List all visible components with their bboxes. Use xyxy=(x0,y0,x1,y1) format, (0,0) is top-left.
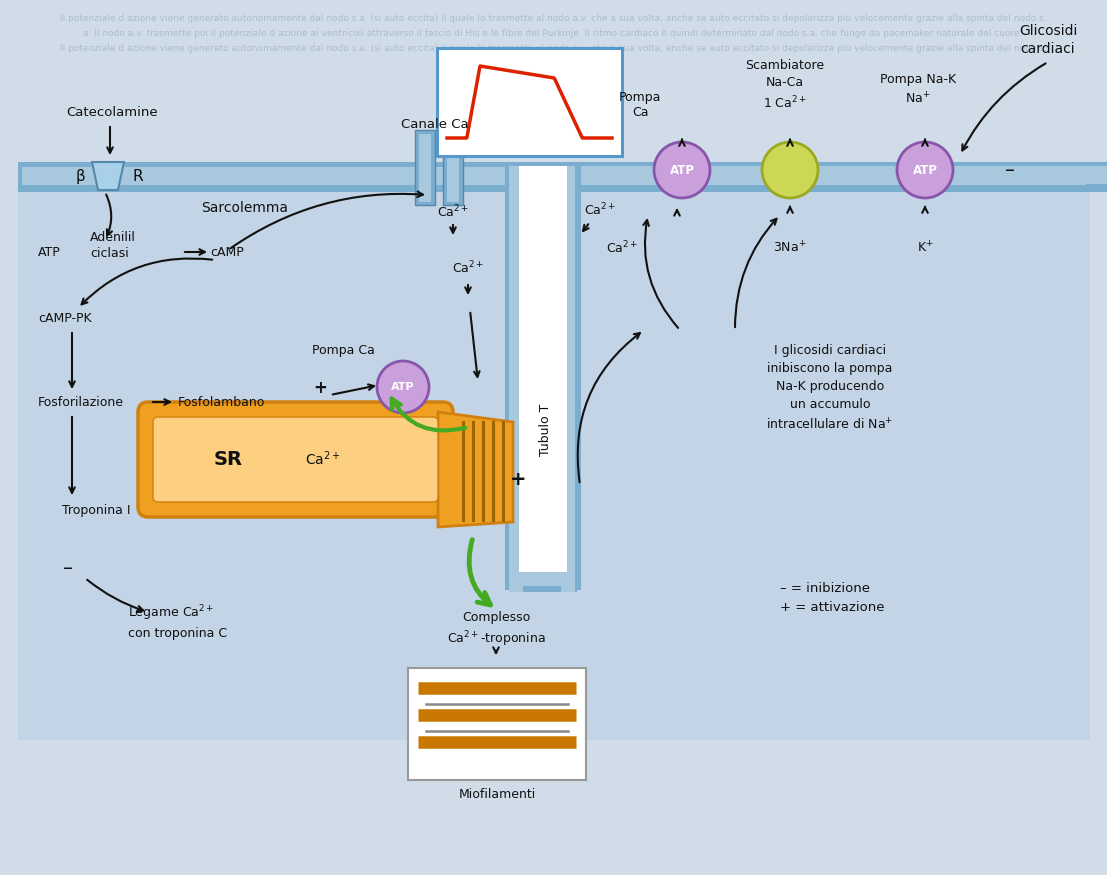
Bar xyxy=(22,167,1086,185)
FancyBboxPatch shape xyxy=(138,402,453,517)
Text: Il potenziale d azione viene generato autonomamente dal nodo s.a. (si auto eccit: Il potenziale d azione viene generato au… xyxy=(60,44,1046,52)
Bar xyxy=(509,166,523,592)
Text: Scambiatore
Na-Ca
1 Ca$^{2+}$: Scambiatore Na-Ca 1 Ca$^{2+}$ xyxy=(745,59,825,111)
Text: cAMP-PK: cAMP-PK xyxy=(38,312,92,325)
Bar xyxy=(447,134,459,202)
Bar xyxy=(18,162,1090,740)
Text: Ca$^{2+}$: Ca$^{2+}$ xyxy=(437,204,469,220)
Text: β: β xyxy=(75,169,85,184)
Bar xyxy=(18,162,1090,192)
Polygon shape xyxy=(92,162,124,190)
Text: Pompa
Ca: Pompa Ca xyxy=(619,91,661,119)
Text: Pompa Na-K
Na$^{+}$: Pompa Na-K Na$^{+}$ xyxy=(880,74,956,107)
Text: SR: SR xyxy=(214,450,242,468)
Bar xyxy=(561,166,575,592)
Bar xyxy=(408,668,586,780)
Text: Pompa Ca: Pompa Ca xyxy=(311,344,374,356)
Circle shape xyxy=(654,142,710,198)
Text: Tubulo T: Tubulo T xyxy=(538,404,551,456)
Text: Catecolamine: Catecolamine xyxy=(66,106,158,118)
Text: Il potenziale d azione viene generato autonomamente dal nodo s.a. (si auto eccit: Il potenziale d azione viene generato au… xyxy=(60,13,1046,23)
Text: +: + xyxy=(313,379,327,397)
Bar xyxy=(420,134,431,202)
Text: Miofilamenti: Miofilamenti xyxy=(458,788,536,801)
Text: 3Na$^{+}$: 3Na$^{+}$ xyxy=(774,241,807,256)
Bar xyxy=(415,130,435,205)
Bar xyxy=(581,166,1107,184)
Text: Ca$^{2+}$: Ca$^{2+}$ xyxy=(606,240,638,256)
Text: a. Il nodo a.v. trasmette poi il potenziale d azione ai ventricoli attraverso il: a. Il nodo a.v. trasmette poi il potenzi… xyxy=(83,28,1023,38)
Text: Ca$^{2+}$: Ca$^{2+}$ xyxy=(583,202,617,218)
Bar xyxy=(443,130,463,205)
Text: Glicosidi
cardiaci: Glicosidi cardiaci xyxy=(1018,24,1077,56)
Text: – = inibizione
+ = attivazione: – = inibizione + = attivazione xyxy=(780,582,884,614)
Text: Canale Ca: Canale Ca xyxy=(401,117,468,130)
Text: Legame Ca$^{2+}$
con troponina C: Legame Ca$^{2+}$ con troponina C xyxy=(128,604,227,640)
Circle shape xyxy=(762,142,818,198)
Text: Sarcolemma: Sarcolemma xyxy=(201,201,289,215)
FancyBboxPatch shape xyxy=(153,417,438,502)
Bar xyxy=(513,568,573,586)
Text: ATP: ATP xyxy=(912,164,938,177)
Text: Ca$^{2+}$: Ca$^{2+}$ xyxy=(452,260,484,276)
Circle shape xyxy=(377,361,430,413)
Bar xyxy=(581,162,1107,192)
Text: Fosforilazione: Fosforilazione xyxy=(38,396,124,409)
Text: Adenilil
ciclasi: Adenilil ciclasi xyxy=(90,230,136,260)
Text: +: + xyxy=(509,470,526,488)
Text: Ca$^{2+}$: Ca$^{2+}$ xyxy=(306,450,341,468)
Text: –: – xyxy=(63,558,73,578)
Text: I glicosidi cardiaci
inibiscono la pompa
Na-K producendo
un accumulo
intracellul: I glicosidi cardiaci inibiscono la pompa… xyxy=(766,344,893,432)
Text: cAMP: cAMP xyxy=(210,246,244,258)
Circle shape xyxy=(897,142,953,198)
Text: ATP: ATP xyxy=(38,246,61,258)
Polygon shape xyxy=(438,412,513,527)
Bar xyxy=(519,166,567,572)
Text: Complesso
Ca$^{2+}$-troponina: Complesso Ca$^{2+}$-troponina xyxy=(446,611,546,649)
Text: K$^{+}$: K$^{+}$ xyxy=(917,241,933,256)
Bar xyxy=(505,162,529,590)
Bar xyxy=(557,162,581,590)
FancyBboxPatch shape xyxy=(437,48,622,156)
Text: R: R xyxy=(133,169,143,184)
Text: –: – xyxy=(1005,160,1015,179)
Text: ATP: ATP xyxy=(391,382,415,392)
Bar xyxy=(509,564,577,592)
Text: ATP: ATP xyxy=(670,164,694,177)
Text: Troponina I: Troponina I xyxy=(62,503,131,516)
Text: Fosfolambano: Fosfolambano xyxy=(178,396,266,409)
